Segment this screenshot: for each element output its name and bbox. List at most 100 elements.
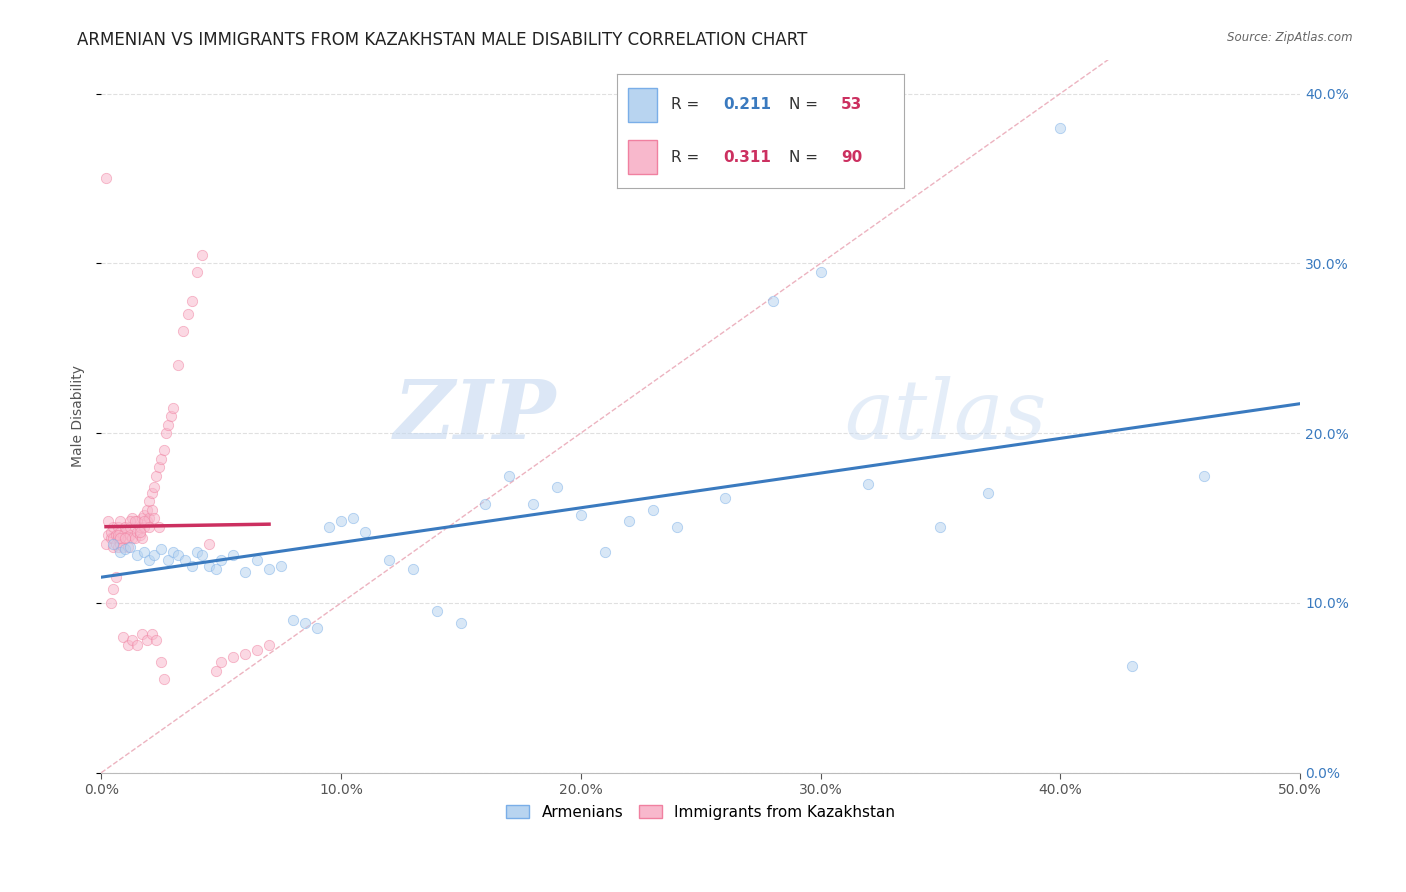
Point	[209, 656, 232, 670]
Point	[138, 494, 160, 508]
Point	[157, 553, 180, 567]
Point	[107, 528, 129, 542]
Point	[191, 549, 214, 563]
Point	[569, 508, 592, 522]
Point	[150, 451, 173, 466]
Point	[117, 532, 139, 546]
Point	[107, 540, 129, 554]
Point	[810, 265, 832, 279]
Point	[593, 545, 616, 559]
Point	[141, 485, 163, 500]
Point	[257, 639, 280, 653]
Point	[929, 519, 952, 533]
Point	[148, 460, 170, 475]
Point	[143, 481, 166, 495]
Point	[1192, 468, 1215, 483]
Point	[110, 545, 132, 559]
Point	[176, 307, 198, 321]
Point	[128, 519, 150, 533]
Point	[378, 553, 401, 567]
Point	[117, 639, 139, 653]
Point	[94, 536, 117, 550]
Point	[305, 621, 328, 635]
Point	[97, 528, 120, 542]
Point	[114, 519, 136, 533]
Point	[114, 532, 136, 546]
Point	[713, 491, 735, 505]
Point	[617, 515, 640, 529]
Point	[157, 417, 180, 432]
Point	[641, 502, 664, 516]
Point	[110, 515, 132, 529]
Point	[100, 532, 122, 546]
Y-axis label: Male Disability: Male Disability	[72, 365, 86, 467]
Point	[522, 498, 544, 512]
Point	[118, 540, 141, 554]
Point	[150, 541, 173, 556]
Point	[127, 639, 149, 653]
Point	[124, 532, 146, 546]
Point	[498, 468, 520, 483]
Point	[103, 540, 125, 554]
Point	[858, 477, 880, 491]
Point	[118, 528, 141, 542]
Point	[135, 502, 157, 516]
Point	[191, 248, 214, 262]
Point	[546, 481, 568, 495]
Point	[110, 532, 132, 546]
Point	[330, 515, 353, 529]
Point	[233, 647, 256, 661]
Point	[145, 468, 167, 483]
Point	[138, 511, 160, 525]
Point	[111, 540, 134, 554]
Point	[205, 664, 228, 678]
Point	[174, 553, 197, 567]
Point	[103, 536, 125, 550]
Point	[172, 324, 194, 338]
Point	[104, 528, 127, 542]
Point	[110, 532, 132, 546]
Text: Source: ZipAtlas.com: Source: ZipAtlas.com	[1227, 31, 1353, 45]
Point	[1049, 120, 1071, 135]
Point	[134, 515, 156, 529]
Point	[104, 536, 127, 550]
Point	[246, 643, 269, 657]
Point	[103, 582, 125, 597]
Point	[114, 524, 136, 539]
Point	[426, 604, 449, 618]
Point	[162, 545, 184, 559]
Point	[103, 519, 125, 533]
Point	[209, 553, 232, 567]
Text: ARMENIAN VS IMMIGRANTS FROM KAZAKHSTAN MALE DISABILITY CORRELATION CHART: ARMENIAN VS IMMIGRANTS FROM KAZAKHSTAN M…	[77, 31, 807, 49]
Point	[665, 519, 688, 533]
Point	[246, 553, 269, 567]
Point	[233, 566, 256, 580]
Point	[977, 485, 1000, 500]
Point	[222, 549, 245, 563]
Point	[107, 519, 129, 533]
Point	[257, 562, 280, 576]
Point	[143, 511, 166, 525]
Point	[135, 515, 157, 529]
Point	[127, 515, 149, 529]
Point	[111, 630, 134, 644]
Point	[131, 511, 153, 525]
Point	[97, 515, 120, 529]
Point	[127, 524, 149, 539]
Point	[121, 633, 143, 648]
Point	[450, 616, 472, 631]
Point	[117, 540, 139, 554]
Point	[222, 650, 245, 665]
Point	[114, 532, 136, 546]
Point	[148, 519, 170, 533]
Point	[1121, 658, 1143, 673]
Point	[100, 524, 122, 539]
Point	[167, 549, 190, 563]
Point	[110, 524, 132, 539]
Point	[159, 409, 181, 424]
Point	[124, 515, 146, 529]
Point	[134, 508, 156, 522]
Point	[152, 443, 174, 458]
Point	[141, 502, 163, 516]
Point	[127, 549, 149, 563]
